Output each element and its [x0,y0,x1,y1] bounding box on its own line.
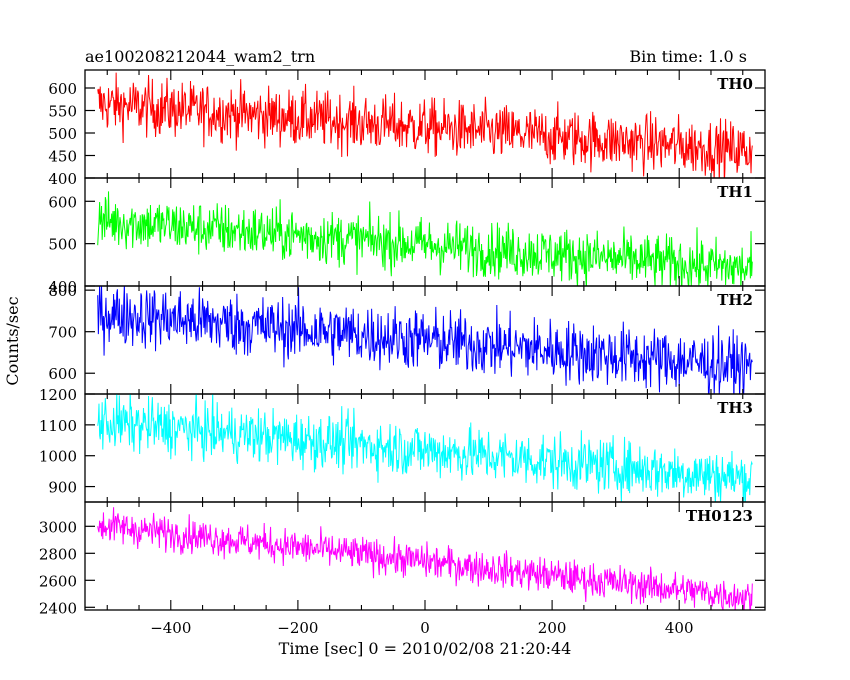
y-tick-label: 500 [48,236,77,254]
series-name: TH3 [717,399,753,417]
series-name: TH0 [717,75,753,93]
y-tick-label: 800 [48,282,77,300]
panel-th3: 900 1000 1100 1200 TH3 [39,386,766,503]
series-name: TH0123 [686,507,753,525]
chart-title: ae100208212044_wam2_trn [85,47,315,66]
x-tick-label: −200 [277,619,318,637]
panel-th0: 400 450 500 550 600 TH0 [48,69,766,188]
panel-th2: 600 700 800 TH2 [48,282,766,395]
series-line-th0123 [97,507,753,610]
y-tick-label: 700 [48,324,77,342]
y-tick-label: 900 [48,479,77,497]
x-tick-label: 0 [420,619,430,637]
y-tick-label: 550 [48,103,77,121]
x-tick-labels: −400 −200 0 200 400 [150,619,693,637]
panel-stack: 400 450 500 550 600 TH0 400 500 600 TH1 600 700 800 T… [39,69,766,637]
x-tick-label: 200 [538,619,567,637]
series-name: TH2 [717,291,753,309]
x-axis-label: Time [sec] 0 = 2010/02/08 21:20:44 [279,639,572,658]
series-line-th1 [97,191,753,286]
y-tick-label: 1100 [39,417,77,435]
y-axis-label: Counts/sec [3,296,22,385]
y-tick-label: 3000 [39,518,77,536]
x-tick-label: −400 [150,619,191,637]
y-tick-label: 600 [48,80,77,98]
y-tick-label: 450 [48,148,77,166]
y-tick-label: 400 [48,170,77,188]
y-tick-label: 500 [48,125,77,143]
panel-th0123: 2400 2600 2800 3000 TH0123 [39,501,766,617]
x-tick-label: 400 [665,619,694,637]
y-tick-label: 600 [48,193,77,211]
y-tick-label: 2600 [39,572,77,590]
y-tick-label: 600 [48,365,77,383]
chart-subtitle: Bin time: 1.0 s [629,47,747,66]
series-name: TH1 [717,183,753,201]
y-tick-label: 2400 [39,599,77,617]
y-tick-label: 2800 [39,545,77,563]
y-tick-label: 400 [48,278,77,296]
panel-th1: 400 500 600 TH1 [48,177,766,296]
y-tick-label: 1000 [39,448,77,466]
series-line-th2 [97,286,753,394]
series-line-th3 [97,394,753,502]
y-tick-label: 1200 [39,386,77,404]
series-line-th0 [97,72,753,178]
